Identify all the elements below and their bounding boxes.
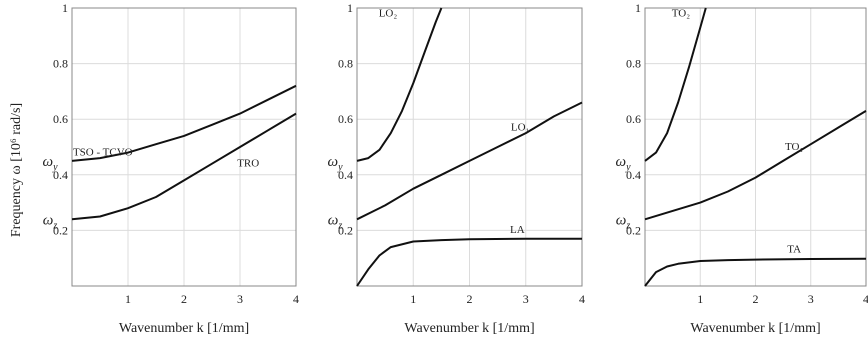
series-label: LO₁: [511, 121, 530, 133]
x-tick-label: 3: [808, 292, 814, 306]
series-curve: [356, 237, 582, 287]
y-tick-label: 0.6: [338, 112, 353, 126]
x-axis-label: Wavenumber k [1/mm]: [690, 321, 820, 336]
y-tick-label: 0.2: [53, 223, 68, 237]
omega-marker-label: ωy: [42, 154, 58, 173]
plot-frame: [71, 7, 297, 287]
x-tick-label: 2: [753, 292, 759, 306]
figure-y-axis-label: Frequency ω [10⁶ rad/s]: [9, 103, 24, 237]
x-tick-label: 4: [863, 292, 868, 306]
y-tick-label: 0.8: [338, 57, 353, 71]
series-label: TRO: [237, 157, 259, 169]
x-tick-label: 3: [523, 292, 529, 306]
y-tick-label: 0.4: [53, 168, 68, 182]
series-label: TSO - TCVO: [73, 146, 133, 158]
y-tick-label: 0.8: [53, 57, 68, 71]
series-curve: [356, 7, 443, 162]
series-curve: [644, 7, 707, 162]
plot-frame: [356, 7, 583, 287]
x-tick-label: 1: [410, 292, 416, 306]
series-curve: [71, 84, 297, 162]
x-tick-label: 2: [181, 292, 187, 306]
x-tick-label: 1: [125, 292, 131, 306]
plot-frame: [644, 7, 867, 287]
series-label: TA: [787, 244, 801, 256]
y-tick-label: 0.8: [626, 57, 641, 71]
grid-layer: [71, 7, 867, 287]
y-tick-label: 1: [635, 1, 641, 15]
x-tick-label: 2: [467, 292, 473, 306]
series-label: LA: [510, 224, 525, 236]
y-tick-label: 0.4: [338, 168, 353, 182]
x-tick-label: 1: [697, 292, 703, 306]
text-layer: 1 2 3 4 0.2 0.4 0.6 0.8 1 Wavenumber k [1/mm] ωy ωz…: [42, 1, 868, 336]
omega-marker-label: ωz: [328, 212, 343, 231]
curves-layer: [71, 7, 867, 287]
series-curve: [644, 110, 867, 221]
omega-marker-label: ωy: [327, 154, 343, 173]
y-tick-label: 0.6: [626, 112, 641, 126]
series-label: TO₂: [672, 7, 690, 19]
series-curve: [356, 101, 583, 221]
y-tick-label: 0.6: [53, 112, 68, 126]
y-tick-label: 1: [347, 1, 353, 15]
omega-marker-label: ωy: [615, 154, 631, 173]
y-tick-label: 0.2: [338, 223, 353, 237]
series-label: TO₁: [785, 141, 803, 153]
omega-marker-label: ωz: [616, 212, 631, 231]
x-axis-label: Wavenumber k [1/mm]: [404, 321, 534, 336]
omega-marker-label: ωz: [43, 212, 58, 231]
x-axis-label: Wavenumber k [1/mm]: [119, 321, 249, 336]
series-curve: [71, 112, 297, 221]
y-tick-label: 1: [62, 1, 68, 15]
x-tick-label: 4: [293, 292, 299, 306]
series-label: LO₂: [379, 7, 398, 19]
y-tick-label: 0.4: [626, 168, 641, 182]
x-tick-label: 4: [579, 292, 585, 306]
y-tick-label: 0.2: [626, 223, 641, 237]
series-curve: [644, 257, 867, 287]
x-tick-label: 3: [237, 292, 243, 306]
